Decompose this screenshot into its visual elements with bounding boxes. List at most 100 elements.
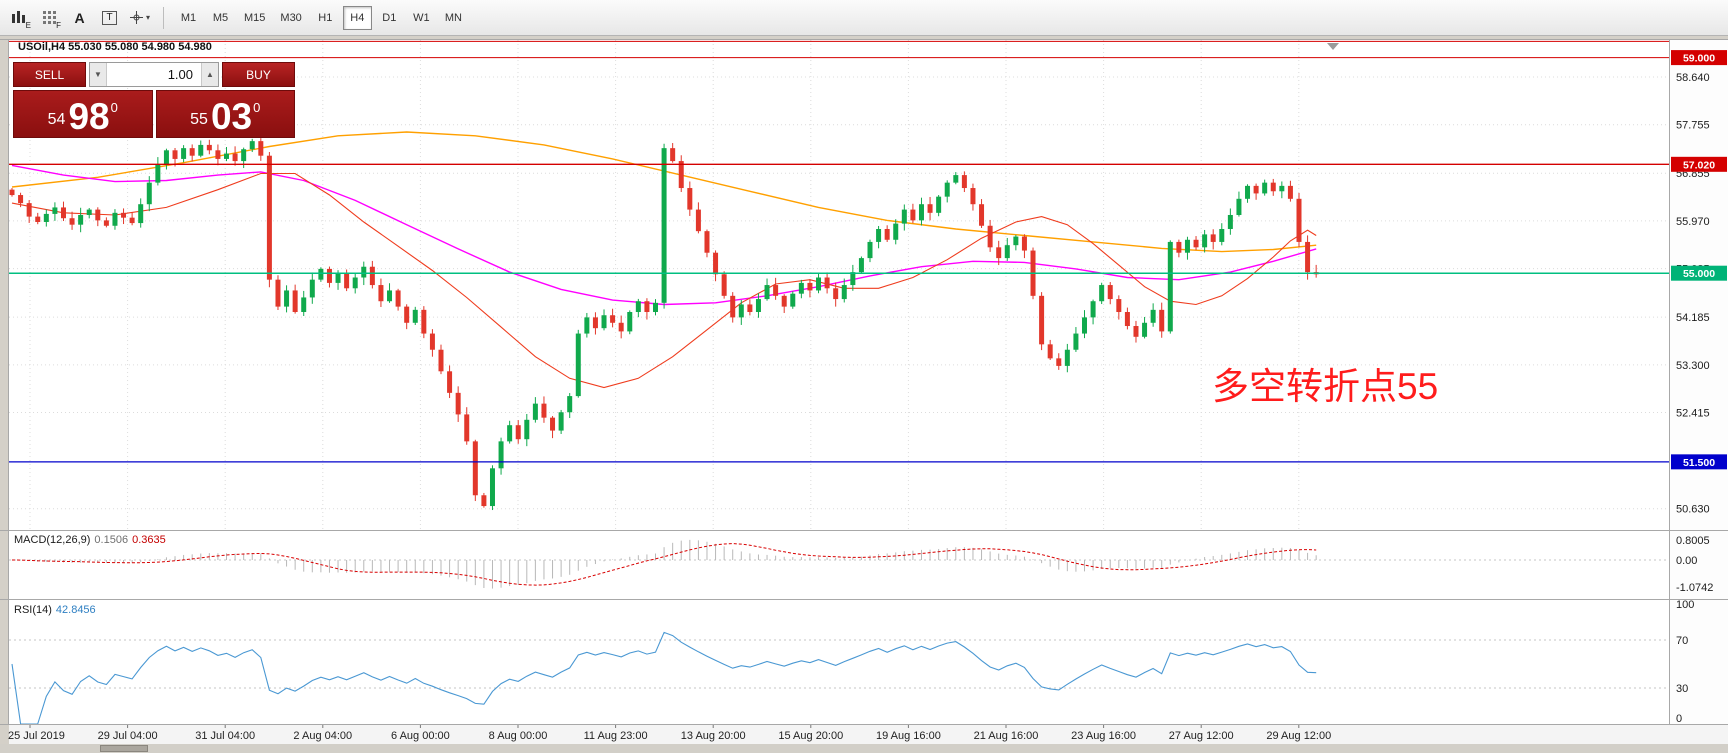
timeframe-m15[interactable]: M15	[238, 6, 271, 30]
sell-button[interactable]: SELL	[13, 62, 86, 87]
price-axis-label: 55.970	[1676, 216, 1710, 228]
macd-main-value: 0.1506	[94, 534, 129, 546]
volume-stepper: ▼ 1.00 ▲	[89, 62, 219, 87]
macd-indicator-label: MACD(12,26,9) 0.1506 0.3635	[14, 534, 166, 546]
symbol-ohlc-header: USOil,H4 55.030 55.080 54.980 54.980	[18, 41, 212, 53]
bar-chart-glyph	[11, 11, 25, 23]
time-axis-label: 21 Aug 16:00	[974, 730, 1039, 742]
text-tool-icon[interactable]: A	[66, 5, 93, 31]
one-click-price-row: 54 98 0 55 03 0	[13, 90, 295, 138]
time-axis-label: 29 Aug 12:00	[1266, 730, 1331, 742]
rsi-name: RSI(14)	[14, 604, 52, 616]
one-click-top-row: SELL ▼ 1.00 ▲ BUY	[13, 62, 295, 87]
toolbar-separator	[163, 6, 164, 29]
chart-bars-icon[interactable]: E	[6, 5, 33, 31]
timeframe-w1[interactable]: W1	[407, 6, 436, 30]
caret-down-icon: ▼	[94, 70, 102, 79]
grid-glyph	[43, 11, 56, 24]
volume-increase-button[interactable]: ▲	[201, 63, 218, 86]
timeframe-d1[interactable]: D1	[375, 6, 404, 30]
price-axis-label: 50.630	[1676, 504, 1710, 516]
macd-signal-line	[11, 543, 1317, 586]
horizontal-scrollbar[interactable]	[0, 744, 1728, 753]
price-axis-label: 53.300	[1676, 360, 1710, 372]
ask-whole: 55	[190, 111, 208, 128]
price-axis-label: 58.640	[1676, 72, 1710, 84]
time-axis-label: 29 Jul 04:00	[98, 730, 158, 742]
time-axis-label: 27 Aug 12:00	[1169, 730, 1234, 742]
time-axis: 25 Jul 2019 29 Jul 04:00 31 Jul 04:00 2 Aug…	[8, 725, 1331, 742]
timeframe-m5[interactable]: M5	[206, 6, 235, 30]
bid-whole: 54	[47, 111, 66, 128]
ask-pips: 03	[210, 95, 253, 137]
price-axis: 58.64057.75556.85555.97055.08554.18553.3…	[1671, 50, 1727, 725]
data-grid-icon[interactable]: F	[36, 5, 63, 31]
chart-annotation-text: 多空转折点55	[1212, 366, 1439, 407]
macd-layer	[9, 539, 1669, 589]
macd-axis-label: -1.0742	[1676, 582, 1713, 594]
timeframe-m1[interactable]: M1	[174, 6, 203, 30]
rsi-layer	[9, 631, 1669, 725]
hlines-layer	[9, 40, 1669, 463]
timeframe-mn[interactable]: MN	[439, 6, 468, 30]
rsi-axis-label: 30	[1676, 683, 1688, 695]
ask-point: 0	[253, 100, 261, 115]
rsi-line	[11, 631, 1317, 725]
svg-text:51.500: 51.500	[1683, 457, 1715, 469]
timeframe-h4[interactable]: H4	[342, 5, 372, 30]
price-axis-label: 54.185	[1676, 312, 1710, 324]
price-badge-51.500	[1671, 454, 1727, 470]
time-axis-label: 23 Aug 16:00	[1071, 730, 1136, 742]
price-axis-label: 52.415	[1676, 408, 1710, 420]
time-axis-label: 11 Aug 23:00	[584, 730, 648, 742]
timeframe-buttons: M1 M5 M15 M30 H1 H4 D1 W1 MN	[174, 5, 468, 30]
price-axis-label: 57.755	[1676, 120, 1710, 132]
timeframe-m30[interactable]: M30	[274, 6, 307, 30]
macd-name: MACD(12,26,9)	[14, 534, 91, 546]
time-axis-label: 31 Jul 04:00	[195, 730, 255, 742]
rsi-indicator-label: RSI(14) 42.8456	[14, 604, 96, 616]
rsi-axis-label: 0	[1676, 713, 1682, 725]
candles-layer	[9, 138, 1319, 511]
volume-value[interactable]: 1.00	[167, 67, 193, 82]
time-axis-label: 6 Aug 00:00	[391, 730, 450, 742]
volume-decrease-button[interactable]: ▼	[90, 63, 107, 86]
crosshair-glyph	[129, 11, 143, 24]
label-tool-icon[interactable]: T	[96, 5, 123, 31]
bid-point: 0	[110, 100, 118, 115]
time-axis-label: 15 Aug 20:00	[778, 730, 843, 742]
price-badge-59.000	[1671, 50, 1727, 66]
rsi-axis-label: 70	[1676, 635, 1688, 647]
panel-separators	[0, 39, 1728, 725]
timeframe-h1[interactable]: H1	[311, 6, 340, 30]
bid-price-display[interactable]: 54 98 0	[13, 90, 153, 138]
caret-up-icon: ▲	[206, 70, 214, 79]
time-axis-label: 2 Aug 04:00	[293, 730, 352, 742]
rsi-value: 42.8456	[55, 604, 96, 616]
time-axis-label: 19 Aug 16:00	[876, 730, 941, 742]
toolbar-icons: E F A T ▾	[6, 5, 153, 31]
ask-price-display[interactable]: 55 03 0	[155, 90, 295, 138]
macd-axis-label: 0.00	[1676, 555, 1697, 567]
time-axis-label: 25 Jul 2019	[8, 730, 65, 742]
panel-backgrounds	[9, 40, 1728, 744]
dropdown-caret-icon: ▾	[145, 13, 150, 22]
crosshair-tool-icon[interactable]: ▾	[126, 5, 153, 31]
grid-layer	[9, 40, 1669, 530]
price-badge-55.000	[1671, 265, 1727, 281]
rsi-axis-label: 100	[1676, 599, 1694, 611]
time-axis-label: 13 Aug 20:00	[681, 730, 746, 742]
price-badge-57.020	[1671, 156, 1727, 172]
svg-text:57.020: 57.020	[1683, 159, 1715, 171]
buy-button[interactable]: BUY	[222, 62, 295, 87]
scrollbar-thumb[interactable]	[100, 745, 148, 752]
ma-slow	[11, 131, 1317, 253]
one-click-trading-panel: SELL ▼ 1.00 ▲ BUY 54 98 0 55 03 0	[13, 62, 295, 138]
time-axis-label: 8 Aug 00:00	[489, 730, 548, 742]
chart-shift-marker[interactable]	[1327, 43, 1339, 50]
svg-text:55.000: 55.000	[1683, 268, 1715, 280]
bid-pips: 98	[68, 95, 110, 137]
macd-signal-value: 0.3635	[132, 534, 166, 546]
toolbar: E F A T ▾ M1 M5 M15 M30 H1 H4 D1 W1 MN	[0, 0, 1728, 36]
